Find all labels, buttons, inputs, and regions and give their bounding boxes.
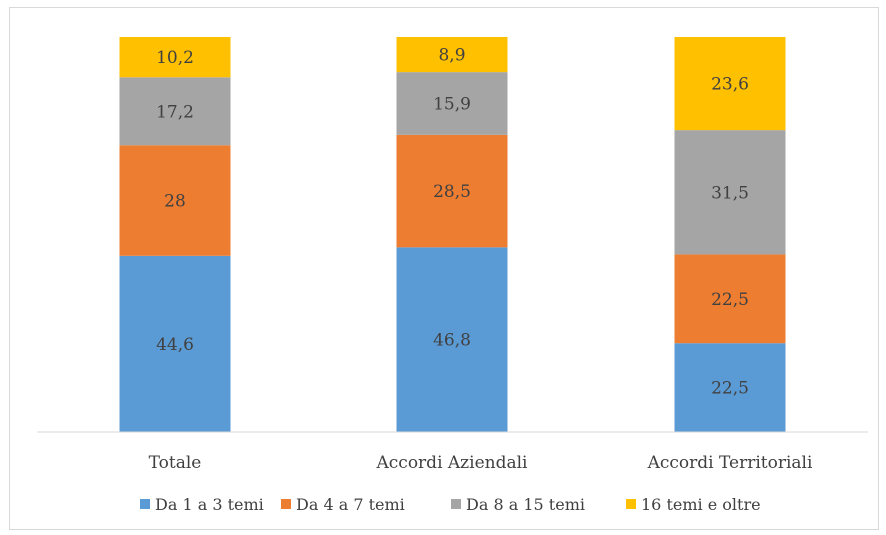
category-labels: Totale Accordi Aziendali Accordi Territori… bbox=[149, 453, 813, 473]
category-label: Totale bbox=[149, 453, 202, 473]
bar-segment-2-3 bbox=[674, 254, 786, 344]
legend-label: Da 8 a 15 temi bbox=[466, 495, 585, 514]
bar-segment-1-1 bbox=[119, 255, 231, 432]
legend: Da 1 a 3 temi Da 4 a 7 temi Da 8 a 15 temi… bbox=[140, 495, 761, 514]
category-label: Accordi Territoriali bbox=[647, 453, 813, 473]
legend-label: Da 4 a 7 temi bbox=[296, 495, 405, 514]
bar-segment-4-2 bbox=[396, 37, 508, 73]
data-label: 28,5 bbox=[433, 182, 471, 202]
legend-label: Da 1 a 3 temi bbox=[155, 495, 264, 514]
legend-swatch bbox=[626, 499, 636, 509]
data-label: 10,2 bbox=[156, 48, 194, 68]
bar-segment-1-2 bbox=[396, 247, 508, 432]
data-label: 44,6 bbox=[156, 335, 194, 355]
data-label: 28 bbox=[164, 192, 186, 212]
data-label: 15,9 bbox=[433, 94, 471, 114]
legend-swatch bbox=[451, 499, 461, 509]
bar-segment-4-1 bbox=[119, 37, 231, 78]
bar-segment-2-2 bbox=[396, 134, 508, 248]
data-label: 23,6 bbox=[711, 75, 749, 95]
bars-group: 44,6 28 17,2 10,2 46,8 28,5 15,9 8,9 22,5 22,5 31,… bbox=[119, 37, 786, 432]
data-label: 46,8 bbox=[433, 331, 471, 351]
data-label: 8,9 bbox=[438, 46, 465, 66]
legend-swatch bbox=[140, 499, 150, 509]
data-label: 22,5 bbox=[711, 379, 749, 399]
legend-label: 16 temi e oltre bbox=[641, 495, 761, 514]
category-label: Accordi Aziendali bbox=[376, 453, 529, 473]
data-label: 17,2 bbox=[156, 102, 194, 122]
bar-segment-3-1 bbox=[119, 77, 231, 146]
bar-segment-3-3 bbox=[674, 130, 786, 255]
data-label: 22,5 bbox=[711, 290, 749, 310]
bar-segment-4-3 bbox=[674, 37, 786, 131]
bar-segment-1-3 bbox=[674, 343, 786, 432]
data-label: 31,5 bbox=[711, 183, 749, 203]
bar-segment-3-2 bbox=[396, 72, 508, 135]
bar-segment-2-1 bbox=[119, 145, 231, 256]
legend-swatch bbox=[281, 499, 291, 509]
